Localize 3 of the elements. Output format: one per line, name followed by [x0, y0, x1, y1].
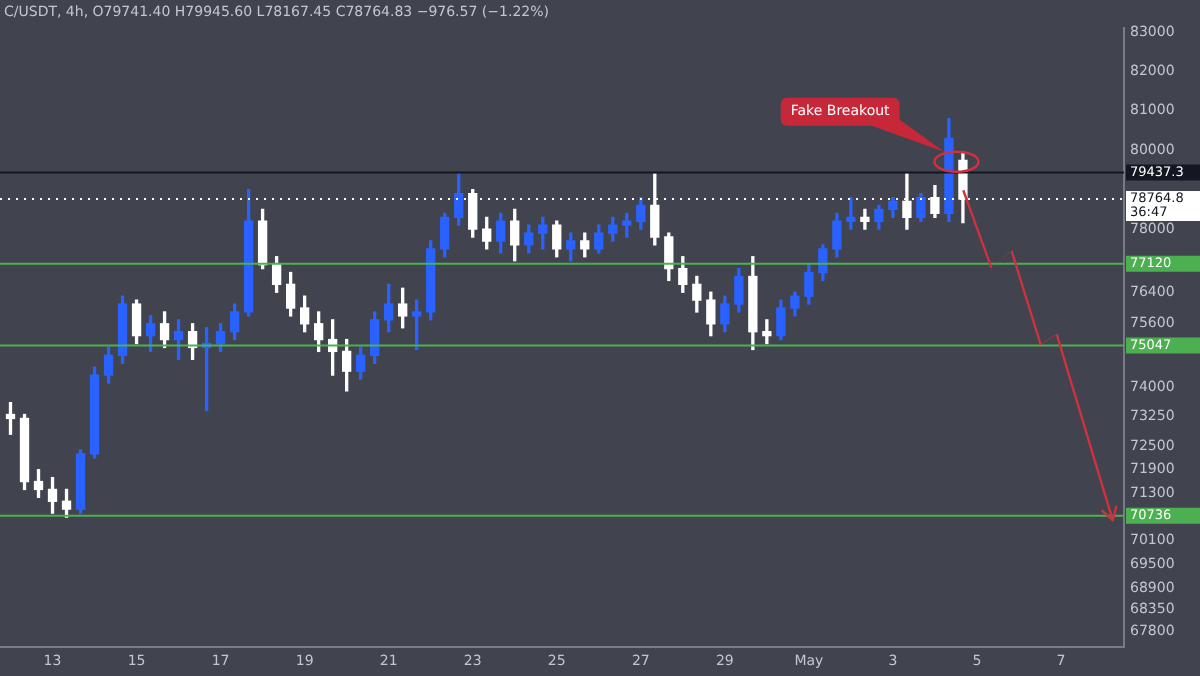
candlestick — [762, 319, 772, 345]
candlestick — [846, 196, 856, 230]
candlestick — [860, 208, 870, 230]
